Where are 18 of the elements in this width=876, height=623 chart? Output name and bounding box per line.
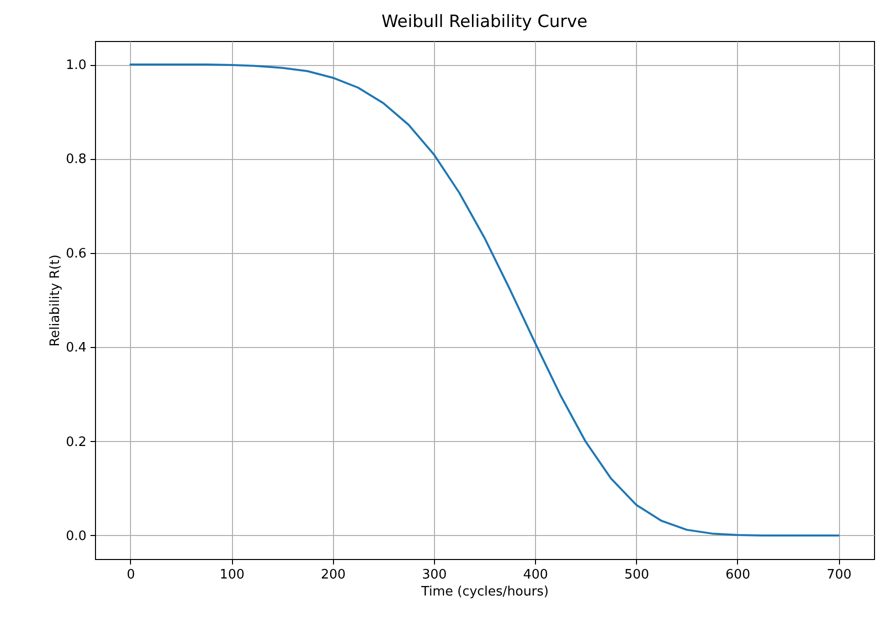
y-tick-label: 0.0 <box>66 528 86 544</box>
y-tick-label: 1.0 <box>66 58 86 74</box>
x-tick-label: 100 <box>220 568 244 582</box>
y-axis-title: Reliability R(t) <box>48 254 63 346</box>
x-tick-label: 700 <box>826 568 852 582</box>
line-series <box>129 64 840 536</box>
x-tick-label: 500 <box>624 568 650 582</box>
x-tick-label: 600 <box>726 568 750 582</box>
x-tick-label: 300 <box>422 568 447 582</box>
x-axis-title: Time (cycles/hours) <box>420 584 549 600</box>
x-tick-label: 400 <box>523 568 548 582</box>
y-tick-label: 0.6 <box>66 246 86 262</box>
chart-title: Weibull Reliability Curve <box>381 12 588 32</box>
x-tick-label: 200 <box>320 568 346 582</box>
y-tick-label: 0.8 <box>66 152 86 168</box>
y-tick-label: 0.4 <box>66 340 86 356</box>
y-tick-label: 0.2 <box>66 434 86 450</box>
x-tick-label: 0 <box>126 568 136 582</box>
